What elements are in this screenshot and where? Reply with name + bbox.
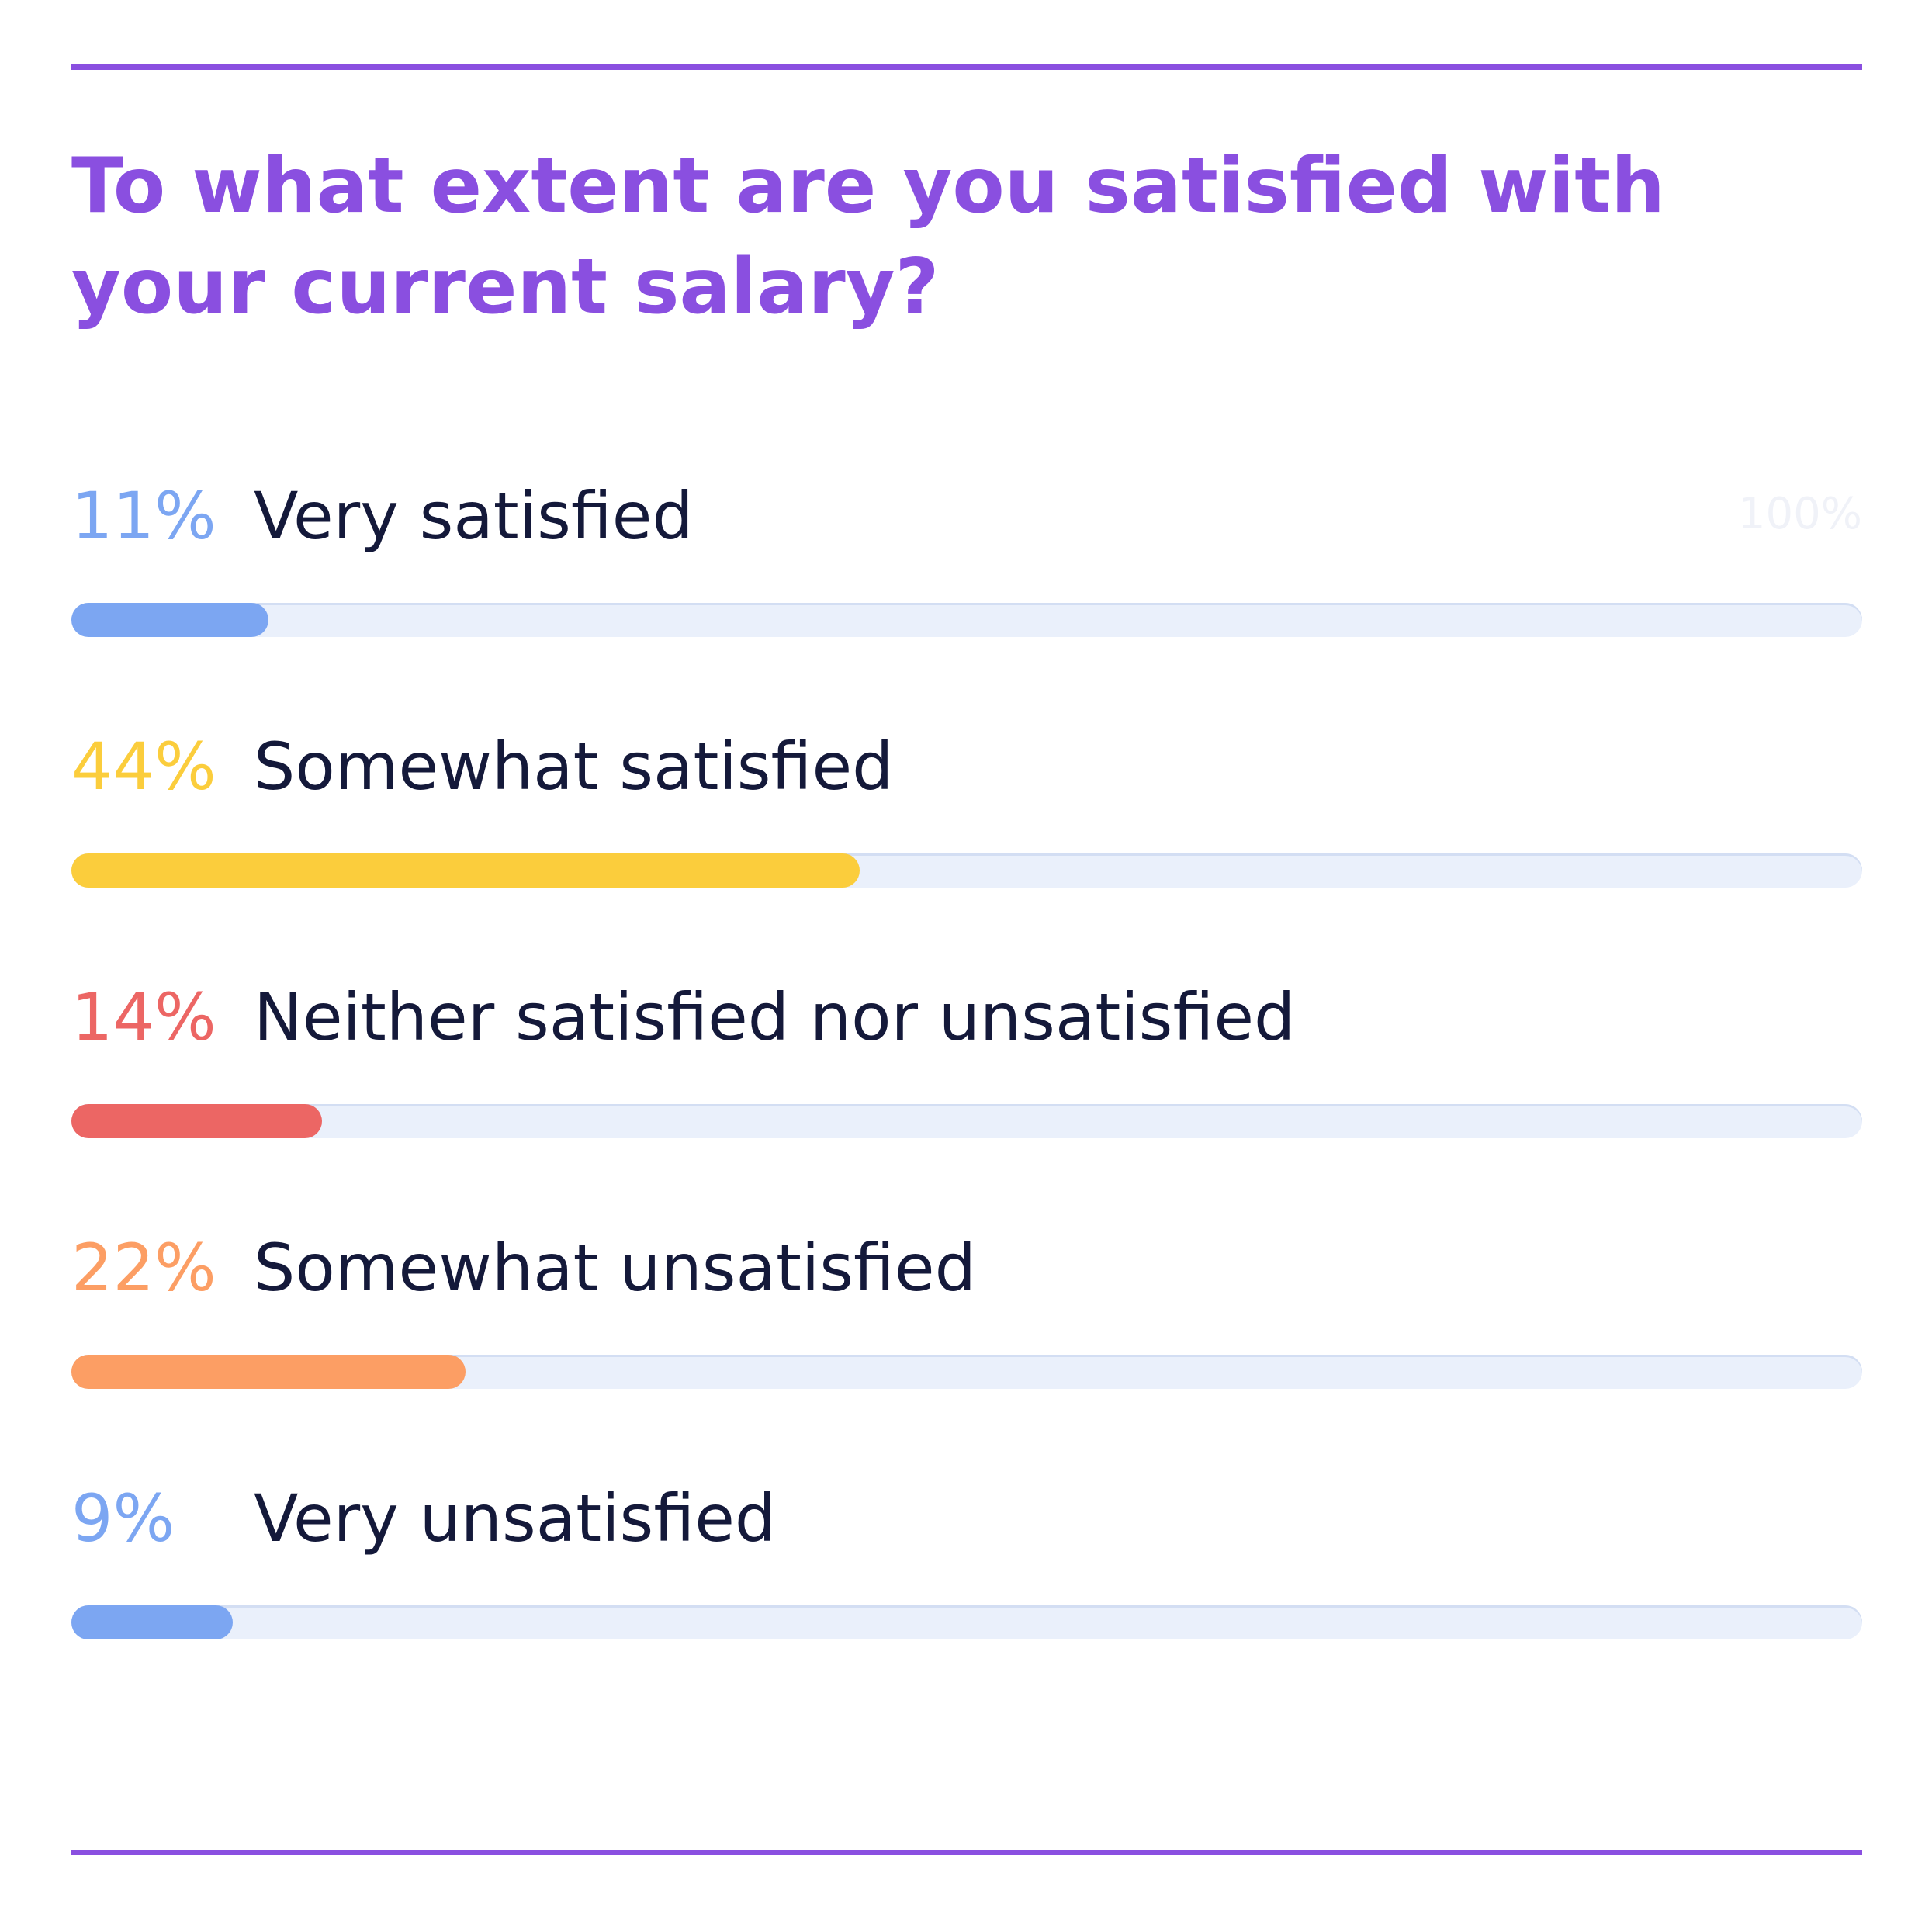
bar-category-label: Neither satisfied nor unsatisfied (254, 979, 1296, 1055)
chart-title: To what extent are you satisfied with yo… (71, 142, 1665, 331)
bar-fill (71, 1104, 323, 1138)
bar-track (71, 1355, 1862, 1389)
bar-value-label: 22% (71, 1230, 216, 1306)
bar-track (71, 603, 1862, 637)
bar-row: 11% Very satisfied (71, 473, 1862, 724)
bar-track (71, 1605, 1862, 1639)
bar-category-label: Very satisfied (254, 478, 694, 554)
top-divider (71, 64, 1862, 70)
bar-value-label: 14% (71, 979, 216, 1055)
bar-value-label: 9% (71, 1480, 175, 1556)
bar-category-label: Somewhat unsatisfied (254, 1230, 976, 1306)
bar-rows: 11% Very satisfied 44% Somewhat satisfied 14… (71, 473, 1862, 1726)
bar-fill (71, 1355, 466, 1389)
bar-fill (71, 1605, 233, 1639)
bar-fill (71, 853, 860, 888)
bar-value-label: 44% (71, 729, 216, 805)
bar-row: 9% Very unsatisfied (71, 1476, 1862, 1726)
scale-max-label: 100% (1737, 489, 1862, 539)
bar-category-label: Very unsatisfied (254, 1480, 777, 1556)
bar-row: 22% Somewhat unsatisfied (71, 1225, 1862, 1476)
bar-track (71, 1104, 1862, 1138)
bar-category-label: Somewhat satisfied (254, 729, 894, 805)
bar-value-label: 11% (71, 478, 216, 554)
bottom-divider (71, 1850, 1862, 1855)
bar-track (71, 853, 1862, 888)
bar-fill (71, 603, 268, 637)
bar-row: 44% Somewhat satisfied (71, 724, 1862, 975)
bar-row: 14% Neither satisfied nor unsatisfied (71, 975, 1862, 1225)
